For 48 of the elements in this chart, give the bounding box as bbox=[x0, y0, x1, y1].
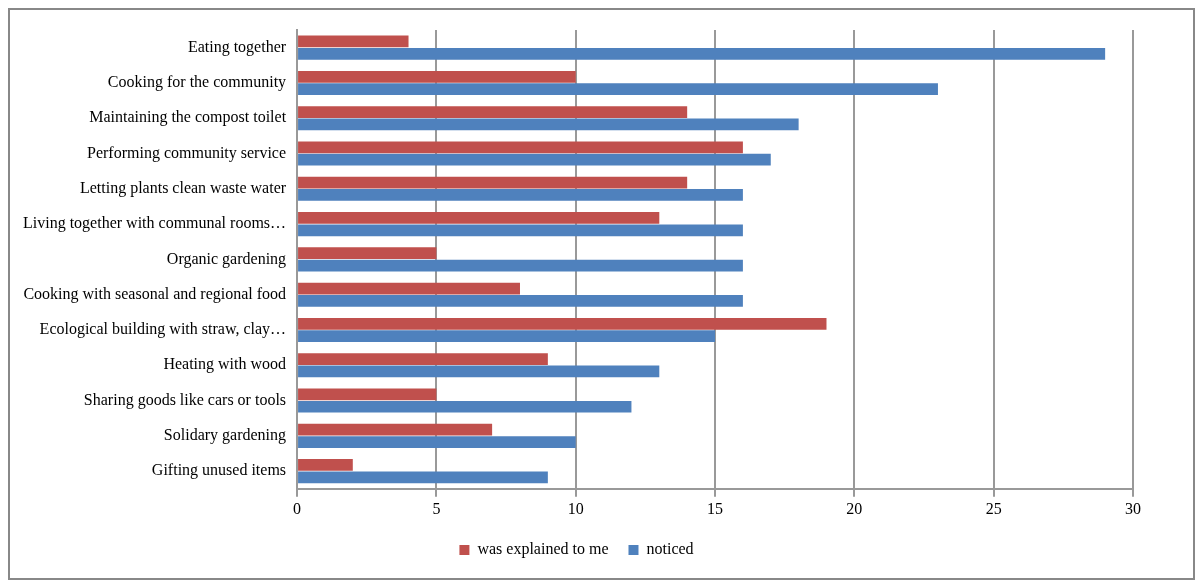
bar bbox=[298, 330, 716, 343]
y-tick-label: Sharing goods like cars or tools bbox=[83, 390, 287, 409]
y-tick-label: Ecological building with straw, clay… bbox=[39, 320, 287, 339]
y-tick-label: Organic gardening bbox=[166, 249, 287, 268]
bar bbox=[298, 388, 437, 401]
bar bbox=[298, 118, 799, 131]
legend-label: noticed bbox=[646, 540, 694, 558]
x-tick-label: 10 bbox=[567, 499, 584, 517]
bar bbox=[298, 436, 576, 448]
y-tick-label: Cooking with seasonal and regional food bbox=[23, 284, 287, 303]
bar bbox=[298, 47, 1106, 60]
bar bbox=[298, 176, 688, 189]
bar bbox=[298, 153, 771, 166]
y-tick-label: Living together with communal rooms… bbox=[22, 214, 287, 233]
y-tick-label: Letting plants clean waste water bbox=[79, 179, 287, 198]
bar bbox=[298, 400, 632, 413]
y-tick-label: Solidary gardening bbox=[163, 426, 287, 445]
bar bbox=[298, 282, 520, 295]
y-tick-label: Maintaining the compost toilet bbox=[89, 108, 287, 127]
x-tick-label: 30 bbox=[1125, 499, 1141, 517]
x-tick-label: 15 bbox=[707, 499, 724, 517]
legend-label: was explained to me bbox=[477, 540, 609, 559]
x-tick-label: 20 bbox=[846, 499, 863, 517]
bar bbox=[298, 471, 548, 484]
bar bbox=[298, 295, 743, 307]
bar bbox=[298, 189, 743, 201]
x-tick-label: 5 bbox=[432, 499, 441, 517]
bar bbox=[298, 459, 353, 471]
bar bbox=[298, 259, 743, 272]
bar bbox=[298, 247, 437, 260]
x-tick-label: 25 bbox=[985, 499, 1002, 517]
bar bbox=[298, 106, 688, 118]
bar bbox=[298, 35, 409, 48]
bar bbox=[298, 353, 548, 365]
bar bbox=[298, 317, 827, 330]
bar bbox=[298, 141, 743, 154]
bar bbox=[298, 70, 576, 83]
y-tick-label: Heating with wood bbox=[163, 355, 287, 374]
y-tick-label: Performing community service bbox=[87, 143, 287, 162]
x-tick-label: 0 bbox=[293, 499, 302, 517]
bar bbox=[298, 423, 493, 436]
y-tick-label: Gifting unused items bbox=[151, 461, 287, 480]
bar bbox=[298, 212, 660, 224]
y-tick-label: Eating together bbox=[187, 37, 287, 56]
bar bbox=[298, 224, 743, 237]
y-tick-label: Cooking for the community bbox=[107, 73, 287, 92]
bar bbox=[298, 83, 938, 95]
bar bbox=[298, 365, 660, 378]
